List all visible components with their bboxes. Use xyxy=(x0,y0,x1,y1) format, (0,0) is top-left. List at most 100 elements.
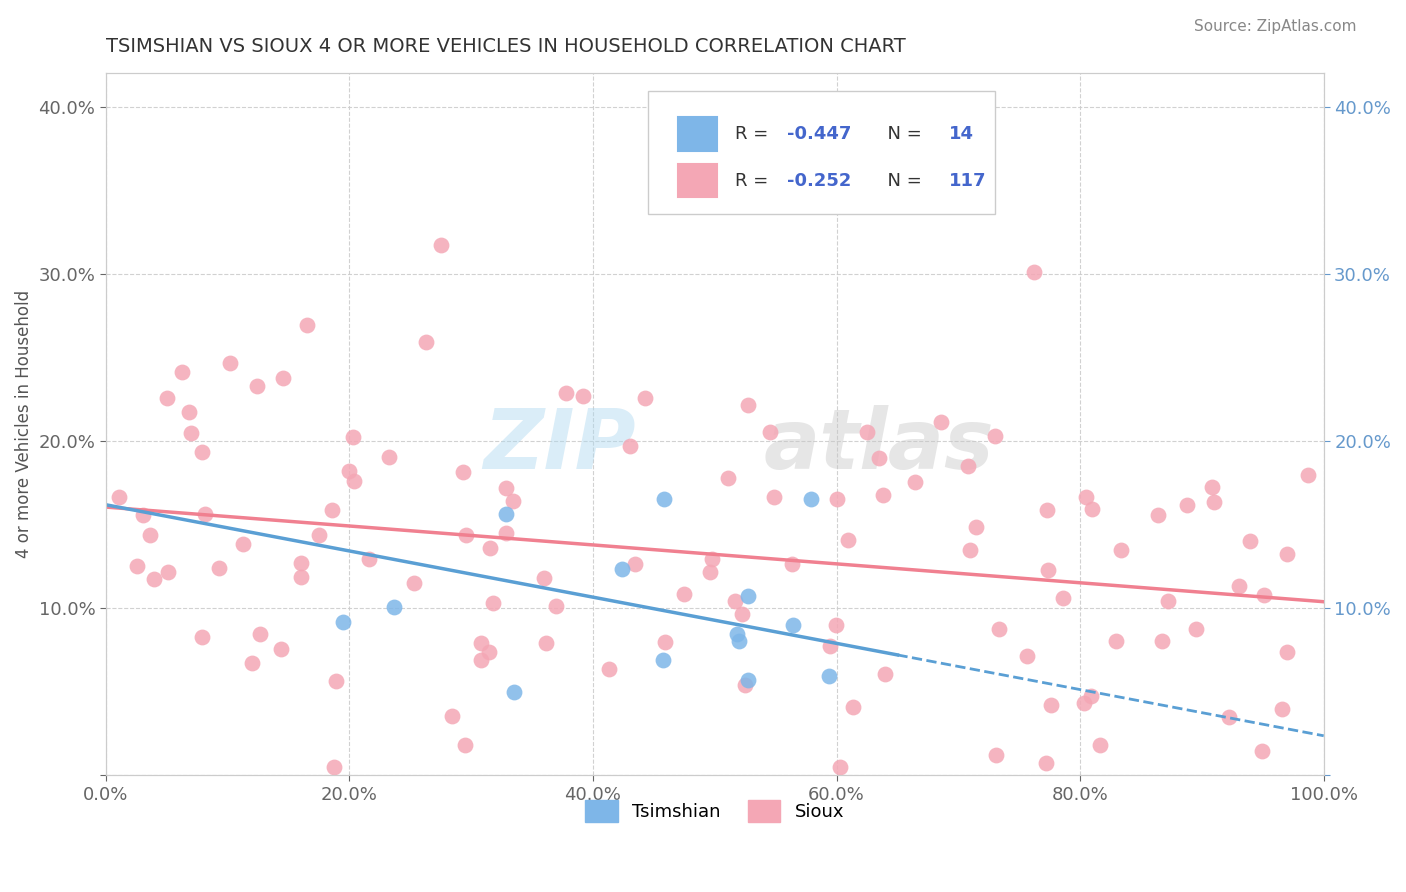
Point xyxy=(957,459,980,474)
Point xyxy=(402,576,425,591)
Point xyxy=(308,528,330,542)
Point xyxy=(1036,563,1059,577)
Point xyxy=(699,565,721,579)
Point xyxy=(342,430,364,444)
Point xyxy=(495,507,517,521)
Point xyxy=(904,475,927,490)
Point xyxy=(270,641,292,656)
Point xyxy=(1202,495,1225,509)
Point xyxy=(1275,547,1298,561)
Point xyxy=(470,653,492,667)
Point xyxy=(191,444,214,458)
Text: 117: 117 xyxy=(949,171,986,189)
Point xyxy=(724,594,747,608)
Point xyxy=(612,561,634,575)
Text: Source: ZipAtlas.com: Source: ZipAtlas.com xyxy=(1194,20,1357,34)
Point xyxy=(544,599,567,613)
Point xyxy=(359,551,381,566)
Point xyxy=(827,492,849,507)
Point xyxy=(1035,756,1057,771)
FancyBboxPatch shape xyxy=(678,164,717,197)
Point xyxy=(208,561,231,575)
Point xyxy=(717,471,740,485)
Point xyxy=(1218,710,1240,724)
Point xyxy=(869,450,891,465)
Point xyxy=(634,391,657,405)
Point xyxy=(731,607,754,621)
Point xyxy=(725,627,748,641)
Point xyxy=(441,709,464,723)
Point xyxy=(1109,542,1132,557)
Text: ZIP: ZIP xyxy=(484,405,636,486)
Point xyxy=(652,491,675,506)
Y-axis label: 4 or more Vehicles in Household: 4 or more Vehicles in Household xyxy=(15,290,32,558)
Point xyxy=(232,537,254,551)
Point xyxy=(132,508,155,522)
Point xyxy=(1074,490,1097,504)
Point xyxy=(339,465,361,479)
Point xyxy=(1022,265,1045,279)
Point xyxy=(533,571,555,585)
Point xyxy=(1271,702,1294,716)
Point xyxy=(987,623,1010,637)
Point xyxy=(780,557,803,571)
Point xyxy=(219,356,242,370)
Point xyxy=(873,667,896,681)
FancyBboxPatch shape xyxy=(648,91,995,213)
Point xyxy=(1150,634,1173,648)
Point xyxy=(1088,739,1111,753)
Point xyxy=(190,631,212,645)
Point xyxy=(378,450,401,464)
Point xyxy=(1185,622,1208,636)
Point xyxy=(818,640,841,654)
Point xyxy=(495,526,517,541)
Point xyxy=(290,557,312,571)
Point xyxy=(454,528,477,542)
Point xyxy=(177,405,200,419)
Point xyxy=(830,760,852,774)
Point xyxy=(139,528,162,542)
Point xyxy=(598,662,620,676)
Point xyxy=(837,533,859,547)
Point xyxy=(297,318,319,332)
Point xyxy=(502,685,524,699)
Text: -0.252: -0.252 xyxy=(786,171,851,189)
Text: R =: R = xyxy=(735,125,775,144)
Text: TSIMSHIAN VS SIOUX 4 OR MORE VEHICLES IN HOUSEHOLD CORRELATION CHART: TSIMSHIAN VS SIOUX 4 OR MORE VEHICLES IN… xyxy=(105,37,905,56)
Text: N =: N = xyxy=(876,125,927,144)
Point xyxy=(323,760,346,774)
Point xyxy=(415,334,437,349)
Point xyxy=(1105,634,1128,648)
Point xyxy=(737,673,759,688)
Point xyxy=(482,596,505,610)
Point xyxy=(107,490,129,504)
Point xyxy=(1017,648,1039,663)
Point xyxy=(1227,579,1250,593)
Point xyxy=(984,429,1007,443)
Point xyxy=(800,491,823,506)
Point xyxy=(737,398,759,412)
Text: atlas: atlas xyxy=(763,405,994,486)
Point xyxy=(325,673,347,688)
Point xyxy=(984,747,1007,762)
Point xyxy=(249,626,271,640)
Point xyxy=(502,494,524,508)
Point xyxy=(240,656,263,670)
Point xyxy=(429,237,451,252)
Point xyxy=(1157,594,1180,608)
Point xyxy=(700,552,723,566)
Point xyxy=(194,507,217,521)
Point xyxy=(1253,588,1275,602)
Point xyxy=(470,636,492,650)
Point xyxy=(818,669,841,683)
Point xyxy=(1250,744,1272,758)
Point xyxy=(872,488,894,502)
Point xyxy=(343,474,366,488)
Point xyxy=(856,425,879,439)
Point xyxy=(654,635,676,649)
Point xyxy=(572,389,595,403)
Point xyxy=(1040,698,1063,713)
Point xyxy=(451,466,474,480)
Point xyxy=(1080,690,1102,704)
Text: 14: 14 xyxy=(949,125,973,144)
